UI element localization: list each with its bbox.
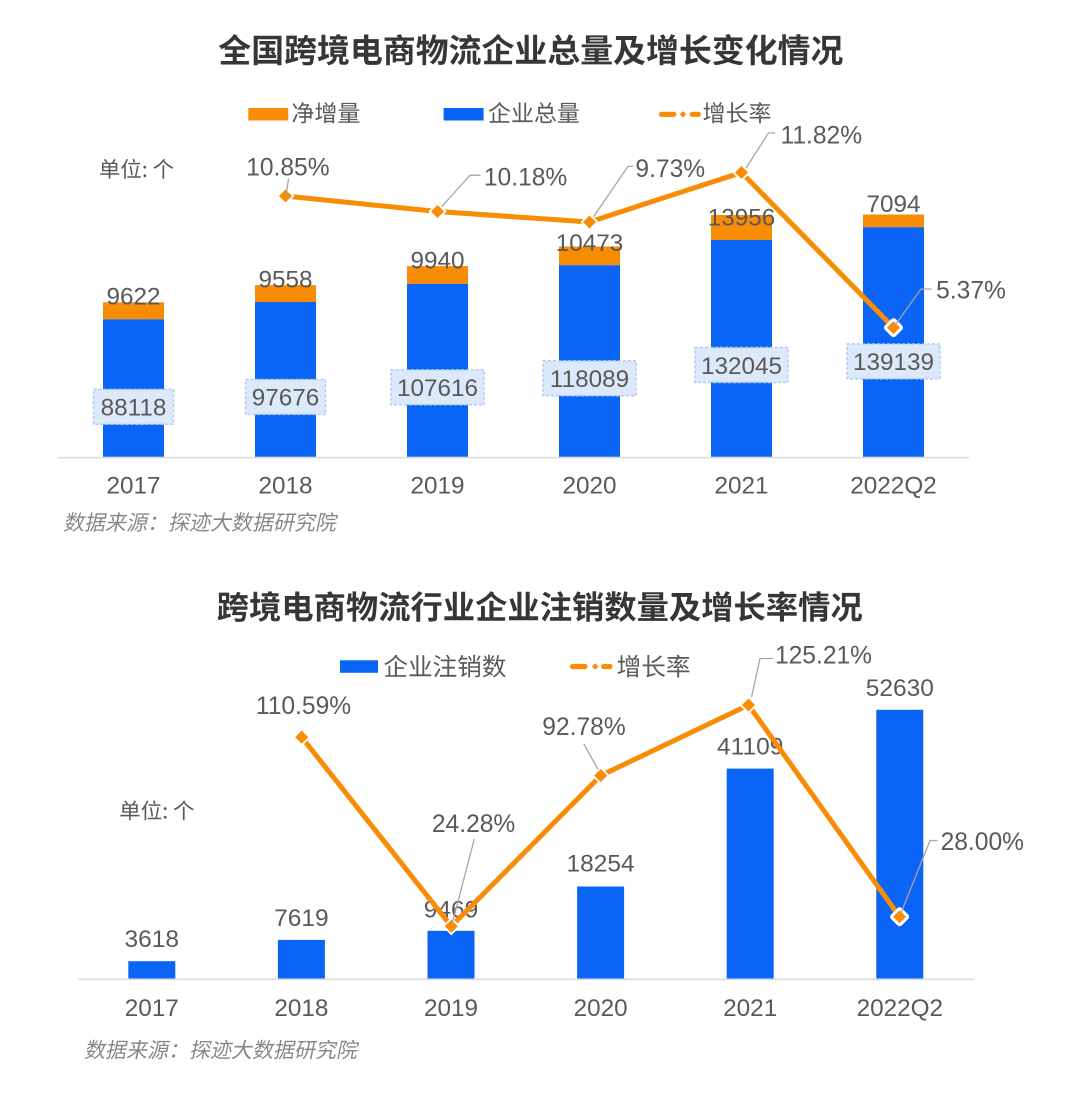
svg-text:18254: 18254	[567, 850, 635, 877]
svg-text:2020: 2020	[562, 473, 616, 500]
svg-text:52630: 52630	[866, 675, 934, 702]
svg-text:2022Q2: 2022Q2	[850, 473, 936, 500]
svg-text:2017: 2017	[125, 995, 179, 1022]
svg-text:10.18%: 10.18%	[484, 165, 567, 192]
svg-text:2018: 2018	[258, 473, 312, 500]
svg-text:107616: 107616	[397, 375, 478, 402]
svg-text:2021: 2021	[723, 995, 777, 1022]
svg-text:9.73%: 9.73%	[635, 156, 705, 183]
svg-text:13956: 13956	[708, 205, 776, 232]
svg-text:24.28%: 24.28%	[432, 811, 515, 838]
svg-text:132045: 132045	[701, 353, 782, 380]
svg-text:139139: 139139	[853, 349, 934, 376]
svg-text:9622: 9622	[106, 284, 160, 311]
svg-text:3618: 3618	[125, 926, 180, 953]
svg-text:10473: 10473	[556, 230, 624, 257]
svg-text:10.85%: 10.85%	[246, 155, 329, 182]
svg-text:2019: 2019	[410, 473, 464, 500]
svg-text:7619: 7619	[274, 905, 329, 932]
svg-text:97676: 97676	[252, 385, 320, 412]
svg-text:118089: 118089	[550, 366, 629, 393]
svg-text:92.78%: 92.78%	[542, 714, 625, 741]
svg-text:125.21%: 125.21%	[775, 643, 872, 670]
svg-text:2017: 2017	[106, 473, 160, 500]
svg-text:5.37%: 5.37%	[936, 278, 1006, 305]
svg-text:2020: 2020	[574, 995, 628, 1022]
svg-text:28.00%: 28.00%	[941, 829, 1024, 856]
svg-text:2021: 2021	[714, 473, 768, 500]
svg-text:9558: 9558	[258, 267, 312, 294]
svg-text:2018: 2018	[274, 995, 328, 1022]
svg-text:2019: 2019	[424, 995, 478, 1022]
svg-text:9940: 9940	[410, 247, 464, 274]
svg-text:7094: 7094	[866, 191, 920, 218]
svg-text:2022Q2: 2022Q2	[857, 995, 943, 1022]
svg-text:88118: 88118	[101, 395, 167, 422]
svg-text:11.82%: 11.82%	[781, 123, 863, 150]
svg-text:110.59%: 110.59%	[256, 693, 351, 720]
